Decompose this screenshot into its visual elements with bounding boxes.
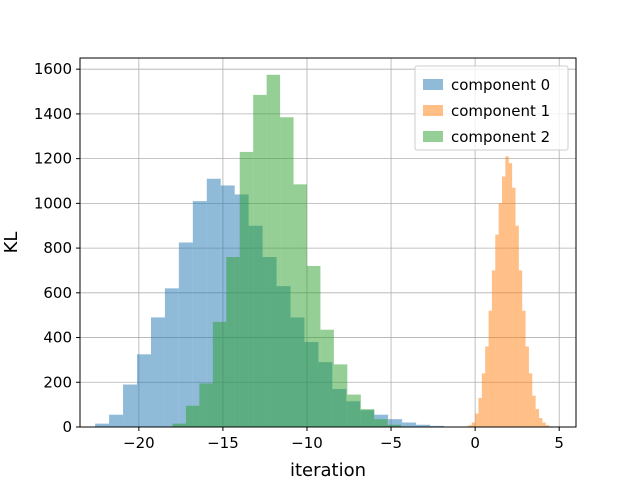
series-2-bar (280, 117, 294, 427)
x-tick-label: 5 (554, 434, 564, 452)
series-1-bar (471, 422, 476, 427)
series-1-bar (498, 203, 503, 427)
x-axis-label: iteration (290, 460, 366, 480)
series-0-bar (136, 354, 151, 427)
series-2-bar (374, 419, 388, 427)
series-1-bar (525, 346, 529, 427)
series-2-bar (266, 74, 281, 427)
series-1-bar (518, 270, 523, 427)
legend-label: component 2 (451, 128, 550, 146)
legend-items: component 0 component 1 component 2 (423, 76, 550, 146)
legend-box (414, 65, 569, 151)
bars (95, 74, 553, 428)
series-1-bar (508, 163, 513, 428)
series-1-bar (478, 397, 482, 427)
series-1-bar (545, 425, 550, 427)
series-1-bar (542, 422, 546, 427)
x-tick-label: 0 (470, 434, 480, 452)
series-0-bar (388, 419, 403, 427)
x-tick-label: −20 (123, 434, 155, 452)
y-tick-label: 1000 (34, 194, 72, 212)
series-0-bar (150, 317, 165, 427)
y-tick-label: 0 (62, 418, 72, 436)
series-1-bar (502, 176, 506, 427)
series-1-bar (528, 373, 533, 427)
series-2-bar (333, 364, 348, 427)
y-tick-label: 1400 (34, 105, 72, 123)
series-1-bar (491, 270, 496, 427)
x-tick-label: −5 (380, 434, 402, 452)
series-1-bar (512, 187, 516, 427)
series-1-bar (515, 225, 519, 427)
series-0-bar (95, 423, 110, 427)
series-1-bar (468, 425, 472, 427)
series-1-bar (485, 346, 489, 427)
series-2-bar (320, 329, 334, 427)
y-tick-label: 1600 (34, 60, 72, 78)
plot-frame (79, 57, 577, 428)
series-1-bar (522, 310, 526, 427)
ticks: −20 −15 −10 −5 0 5 0 200 400 600 800 1000 1200 1400 16… (34, 60, 564, 452)
series-0-bar (109, 414, 124, 427)
series-2-bar (199, 383, 213, 427)
legend-label: component 1 (451, 102, 550, 120)
series-0-bar (164, 288, 179, 427)
series-1-bar (505, 156, 509, 427)
series-1-bar (475, 413, 479, 427)
series-2-bar (347, 394, 361, 427)
series-2-bar (293, 184, 307, 427)
y-axis-label: KL (1, 232, 22, 254)
legend-swatch (423, 131, 443, 142)
series-0-bar (178, 242, 193, 427)
series-0-bar (416, 424, 431, 427)
x-tick-label: −10 (291, 434, 323, 452)
legend: component 0 component 1 component 2 (414, 65, 569, 151)
legend-swatch (423, 79, 443, 90)
series-1-bar (539, 418, 543, 427)
y-tick-label: 600 (43, 284, 72, 302)
series-1-bar (532, 395, 536, 427)
series-2-bar (360, 409, 375, 427)
series-0-bar (430, 425, 445, 427)
y-tick-label: 800 (43, 239, 72, 257)
series-2-bar (185, 405, 200, 427)
series-2-bar (239, 151, 254, 427)
series-0-bar (192, 201, 207, 427)
x-tick-label: −15 (207, 434, 239, 452)
y-tick-label: 200 (43, 373, 72, 391)
series-2-bar (306, 265, 321, 427)
legend-label: component 0 (451, 76, 550, 94)
series-0-bar (402, 422, 417, 427)
legend-swatch (423, 105, 443, 116)
series-1-bar (535, 409, 540, 427)
series-0-bar (123, 384, 137, 427)
series-1-bar (481, 373, 486, 427)
series-2-bar (212, 321, 227, 427)
series-2-bar (172, 423, 186, 427)
series-2-bar (226, 257, 240, 427)
series-2-bar (387, 424, 402, 427)
y-tick-label: 1200 (34, 150, 72, 168)
series-1-bar (495, 234, 499, 427)
y-tick-label: 400 (43, 329, 72, 347)
series-2-bar (253, 94, 267, 428)
series-1-bar (488, 310, 492, 427)
